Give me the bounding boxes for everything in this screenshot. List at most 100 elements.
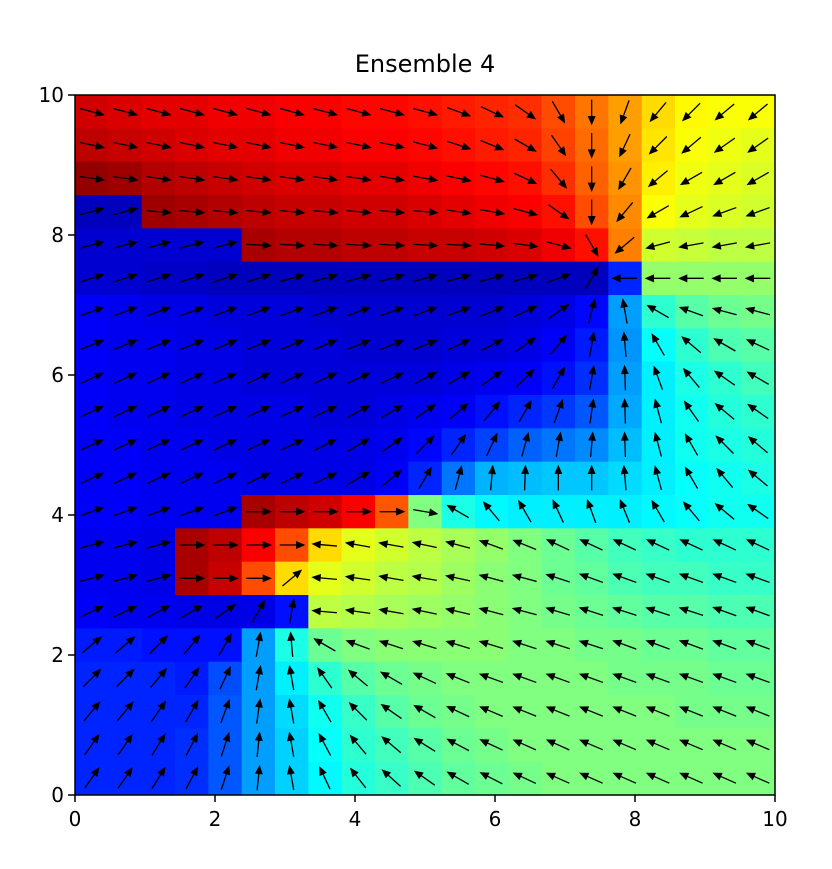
quiver-arrow [587, 133, 596, 159]
quiver-arrow [313, 638, 336, 652]
quiver-arrow [678, 606, 704, 616]
quiver-arrow [480, 306, 505, 317]
quiver-arrow [84, 733, 100, 756]
quiver-arrow [380, 306, 405, 317]
quiver-arrow [115, 636, 136, 654]
quiver-arrow [116, 701, 134, 722]
quiver-arrow [545, 573, 570, 583]
quiver-arrow [346, 507, 372, 516]
quiver-arrow [684, 433, 699, 456]
quiver-arrow [518, 499, 532, 523]
quiver-arrow [480, 139, 505, 151]
quiver-arrow [185, 766, 199, 790]
quiver-arrow [682, 501, 700, 522]
quiver-arrow [712, 539, 737, 551]
y-tick-label: 0 [51, 783, 64, 807]
quiver-arrow [612, 739, 637, 751]
quiver-arrow [379, 241, 406, 250]
quiver-arrow [220, 732, 231, 757]
y-tick-label: 8 [51, 223, 64, 247]
quiver-arrow [513, 305, 538, 318]
quiver-arrow [512, 739, 537, 751]
quiver-arrow [715, 435, 734, 454]
quiver-arrow [579, 539, 603, 551]
quiver-arrow [479, 208, 506, 217]
quiver-arrow [279, 208, 306, 217]
quiver-arrow [412, 241, 439, 250]
quiver-arrow [150, 667, 168, 688]
quiver-arrow [745, 706, 770, 717]
quiver-arrow [79, 174, 106, 183]
quiver-arrow [180, 472, 205, 484]
quiver-arrow [647, 170, 668, 188]
quiver-arrow [550, 168, 568, 189]
quiver-arrow [113, 573, 139, 583]
quiver-arrow [313, 507, 339, 516]
quiver-arrow [555, 431, 564, 457]
quiver-arrow [745, 673, 770, 684]
quiver-arrow [255, 664, 264, 691]
quiver-arrow [511, 606, 537, 616]
quiver-arrow [347, 471, 371, 485]
quiver-arrow [83, 701, 101, 722]
quiver-arrow [746, 371, 770, 385]
quiver-arrow [545, 606, 570, 616]
quiver-arrow [180, 405, 205, 418]
quiver-arrow [551, 366, 566, 390]
quiver-arrow [683, 400, 700, 422]
quiver-arrow [588, 398, 597, 424]
quiver-arrow [286, 698, 295, 724]
quiver-arrow [587, 464, 596, 491]
quiver-arrow [80, 306, 105, 317]
quiver-arrow [414, 371, 438, 385]
quiver-arrow [488, 464, 497, 491]
quiver-arrow [620, 331, 629, 358]
quiver-arrow [445, 705, 470, 718]
quiver-arrow [744, 274, 771, 283]
quiver-arrow [413, 508, 439, 517]
quiver-arrow [348, 702, 368, 721]
quiver-arrow [612, 606, 637, 616]
quiver-arrow [413, 704, 436, 719]
quiver-arrow [616, 202, 634, 223]
quiver-arrow [183, 634, 201, 655]
quiver-arrow [513, 207, 539, 217]
quiver-arrow [712, 206, 737, 217]
quiver-arrow [251, 599, 266, 623]
x-tick-label: 10 [762, 807, 787, 831]
quiver-arrow [246, 174, 272, 183]
quiver-arrow [479, 739, 503, 751]
quiver-arrow [545, 772, 570, 784]
quiver-arrow [279, 107, 305, 117]
quiver-arrow [247, 439, 271, 451]
quiver-arrow [745, 306, 771, 316]
quiver-arrow [379, 273, 405, 283]
quiver-arrow [746, 171, 770, 186]
quiver-arrow [282, 569, 303, 587]
quiver-arrow [446, 273, 472, 283]
quiver-arrow [411, 540, 437, 549]
quiver-arrow [678, 306, 704, 317]
quiver-arrow [146, 306, 172, 317]
quiver-arrow [679, 206, 703, 218]
quiver-arrow [679, 706, 704, 717]
quiver-arrow [645, 539, 670, 551]
quiver-arrow [147, 405, 171, 418]
quiver-arrow [448, 402, 469, 420]
quiver-arrow [280, 439, 305, 451]
quiver-arrow [79, 573, 105, 583]
quiver-arrow [180, 339, 205, 351]
quiver-arrow [113, 240, 139, 249]
quiver-arrow [620, 364, 629, 391]
quiver-arrow [246, 339, 271, 351]
x-tick-label: 0 [69, 807, 82, 831]
quiver-arrow [478, 539, 504, 550]
quiver-arrow [512, 539, 537, 551]
quiver-arrow [219, 665, 231, 690]
quiver-arrow [313, 472, 338, 484]
quiver-arrow [745, 606, 770, 617]
quiver-arrow [612, 772, 637, 784]
quiver-arrow [512, 639, 537, 650]
quiver-arrow [418, 466, 432, 490]
